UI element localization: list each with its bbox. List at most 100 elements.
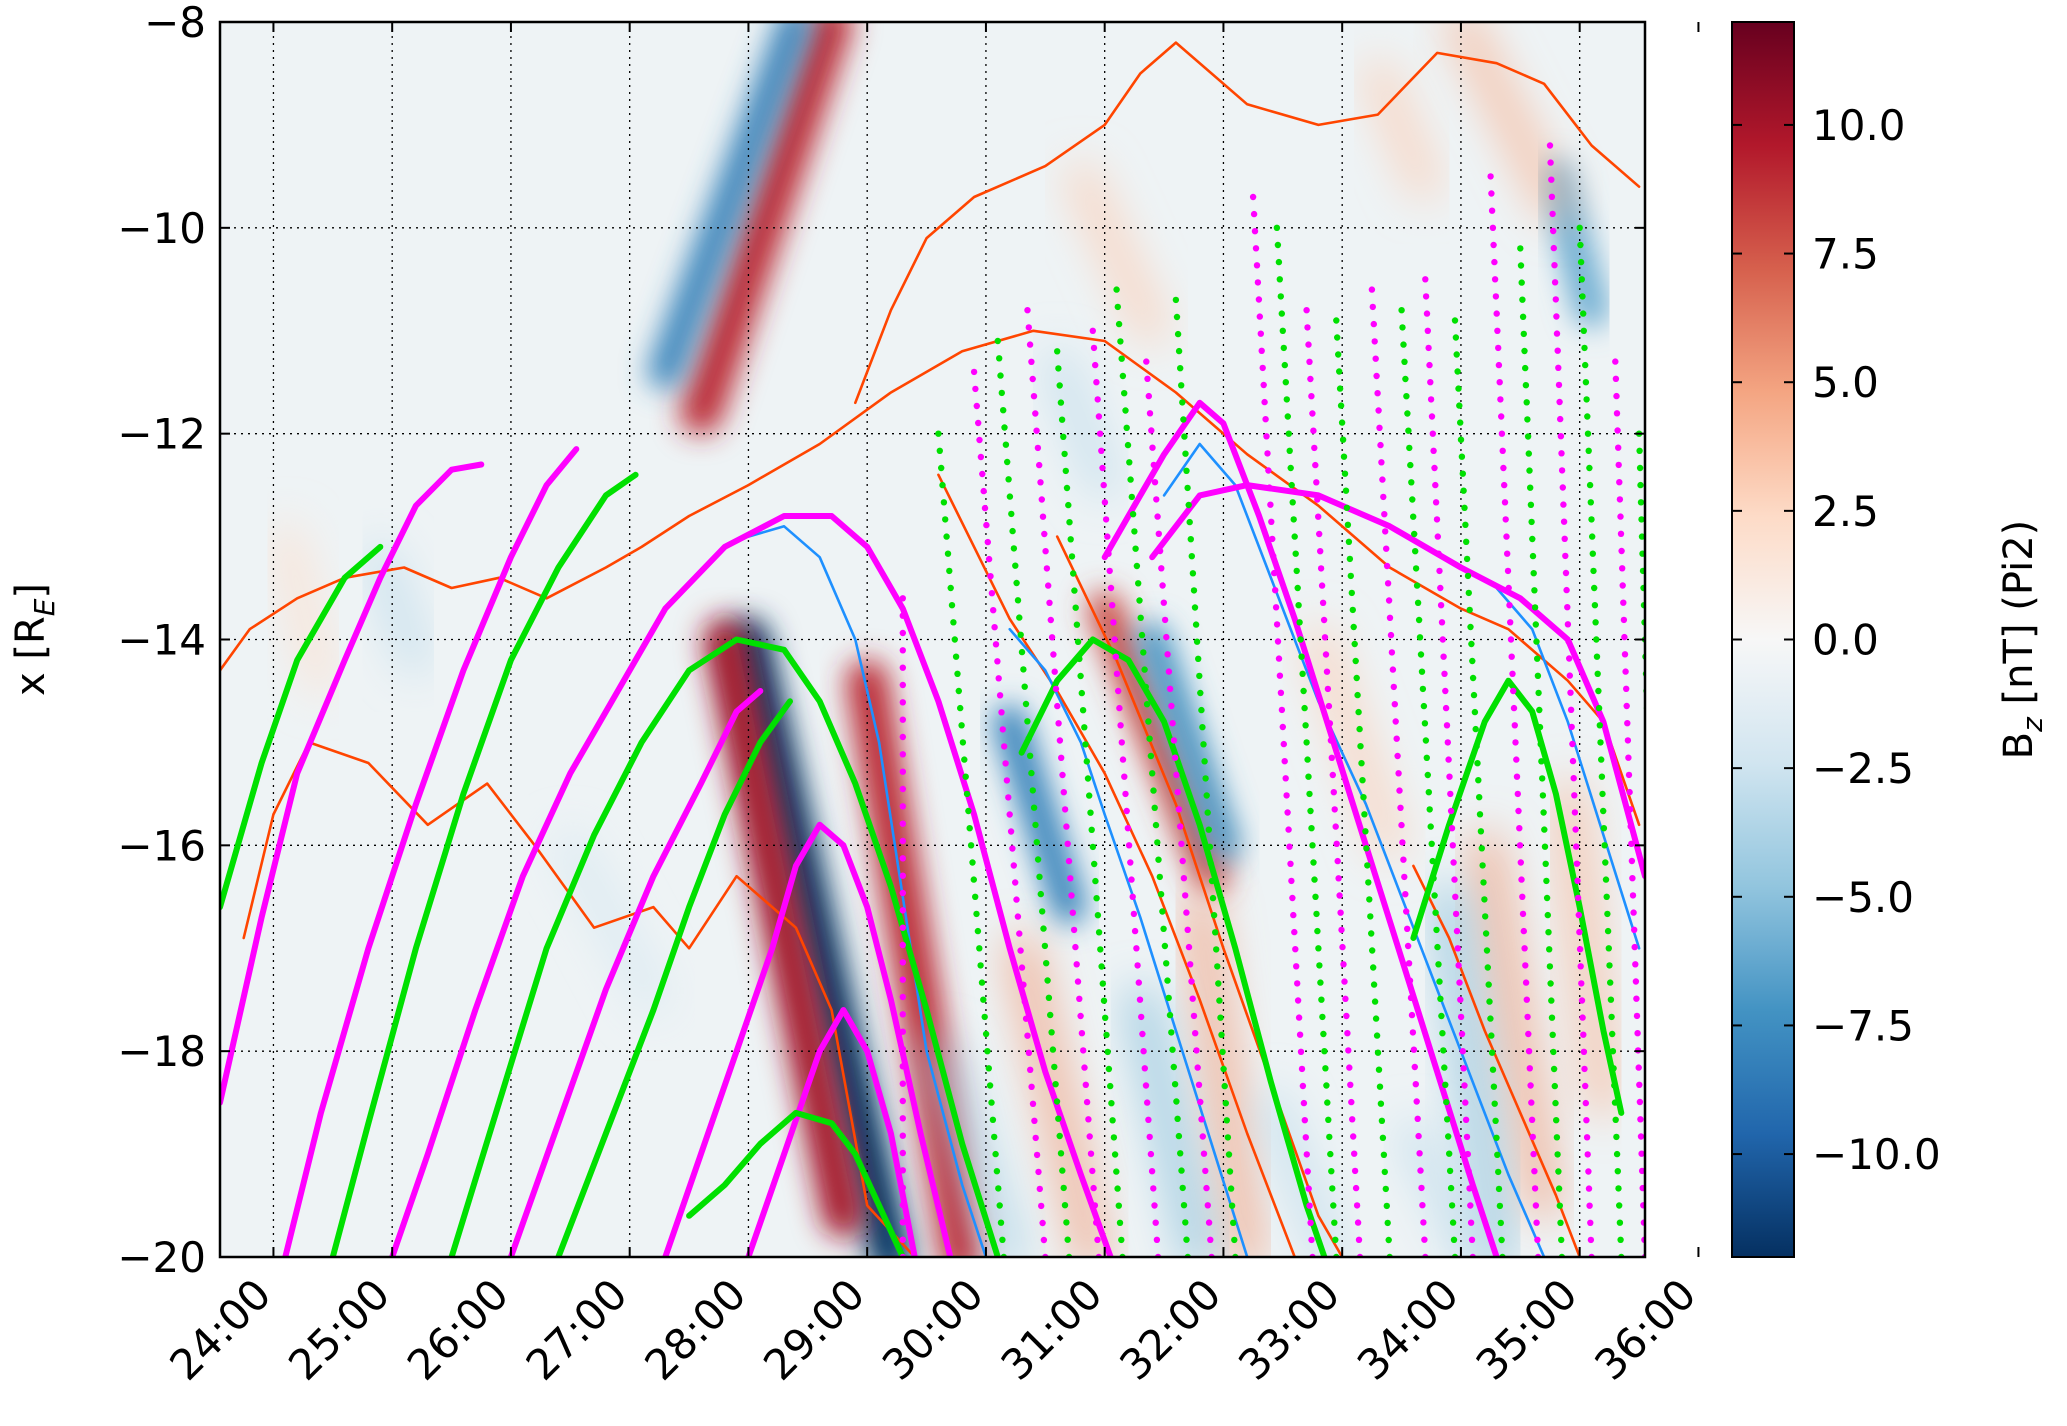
trace-dot — [1426, 361, 1433, 369]
trace-dot — [1101, 499, 1109, 506]
trace-dot — [1384, 1219, 1391, 1227]
trace-dot — [1636, 464, 1644, 472]
trace-dot — [1192, 621, 1200, 628]
trace-dot — [1496, 379, 1503, 386]
trace-dot — [1191, 604, 1199, 611]
trace-dot — [1047, 616, 1055, 624]
trace-dot — [1182, 450, 1189, 457]
trace-dot — [1143, 701, 1151, 708]
trace-dot — [1014, 913, 1022, 920]
trace-dot — [1259, 364, 1266, 372]
trace-dot — [1373, 372, 1380, 380]
trace-dot — [1433, 926, 1440, 934]
trace-dot — [1290, 516, 1297, 523]
trace-dot — [1066, 519, 1073, 526]
trace-dot — [1306, 790, 1313, 798]
trace-dot — [1358, 760, 1365, 767]
trace-dot — [988, 1099, 995, 1106]
trace-dot — [1285, 430, 1293, 437]
trace-dot — [1287, 860, 1294, 867]
trace-dot — [1519, 313, 1527, 320]
trace-dot — [973, 910, 980, 918]
trace-dot — [1342, 995, 1349, 1002]
trace-dot — [1294, 997, 1302, 1004]
trace-dot — [1653, 1014, 1659, 1020]
trace-dot — [1560, 518, 1568, 525]
trace-dot — [990, 607, 997, 614]
trace-dot — [1127, 476, 1134, 483]
trace-dot — [1599, 790, 1606, 798]
trace-dot — [1405, 427, 1412, 434]
trace-dot — [1281, 758, 1288, 765]
trace-dot — [1455, 385, 1462, 392]
trace-dot — [1557, 1219, 1564, 1227]
trace-dot — [1190, 1012, 1198, 1020]
trace-dot — [1620, 599, 1627, 606]
trace-dot — [1016, 614, 1023, 621]
trace-dot — [1371, 998, 1379, 1005]
trace-dot — [1521, 945, 1528, 952]
trace-dot — [1055, 365, 1062, 372]
trace-dot — [1363, 845, 1370, 852]
trace-dot — [1475, 777, 1482, 784]
trace-dot — [1334, 334, 1341, 341]
trace-dot — [1197, 1098, 1204, 1106]
trace-dot — [1432, 499, 1440, 506]
trace-dot — [1413, 582, 1421, 589]
trace-dot — [1295, 602, 1302, 609]
trace-dot — [1345, 538, 1353, 545]
trace-dot — [1406, 977, 1414, 984]
trace-dot — [1456, 979, 1463, 986]
trace-dot — [1352, 1184, 1360, 1192]
trace-dot — [1325, 1116, 1332, 1124]
trace-dot — [1198, 1116, 1205, 1123]
trace-dot — [1381, 1168, 1389, 1176]
trace-dot — [1376, 424, 1383, 431]
trace-dot — [1161, 942, 1169, 950]
trace-dot — [1530, 570, 1537, 577]
trace-dot — [1324, 1099, 1331, 1106]
trace-dot — [1369, 303, 1377, 311]
trace-dot — [1550, 1048, 1557, 1056]
trace-dot — [1524, 433, 1532, 440]
trace-dot — [1045, 994, 1053, 1001]
trace-dot — [1308, 393, 1315, 400]
trace-dot — [1110, 619, 1117, 626]
trace-dot — [1527, 1082, 1534, 1089]
trace-dot — [1395, 770, 1402, 777]
trace-dot — [1595, 704, 1603, 712]
trace-dot — [1029, 375, 1036, 383]
trace-dot — [1078, 689, 1086, 697]
trace-dot — [1314, 927, 1321, 935]
trace-dot — [994, 658, 1001, 665]
trace-dot — [1401, 873, 1408, 881]
trace-dot — [899, 889, 906, 897]
trace-dot — [1549, 1031, 1556, 1039]
trace-dot — [1438, 619, 1446, 626]
trace-dot — [1344, 1030, 1351, 1037]
trace-dot — [1604, 927, 1612, 935]
trace-dot — [1627, 806, 1634, 813]
trace-dot — [1422, 276, 1429, 283]
trace-dot — [1142, 1082, 1150, 1089]
trace-dot — [1315, 513, 1322, 520]
dotted-trace — [1113, 286, 1191, 1257]
trace-dot — [1190, 587, 1198, 594]
trace-dot — [1144, 375, 1151, 382]
trace-line — [662, 821, 954, 1257]
trace-dot — [1546, 142, 1554, 149]
trace-dot — [1047, 1011, 1054, 1019]
trace-dot — [1580, 327, 1588, 334]
trace-dot — [1560, 501, 1567, 508]
trace-dot — [1073, 961, 1080, 968]
trace-dot — [1627, 823, 1634, 830]
trace-line — [1149, 482, 1645, 880]
trace-dot — [1209, 894, 1217, 902]
trace-dot — [1199, 724, 1206, 731]
trace-dot — [1615, 461, 1622, 469]
trace-dot — [1639, 550, 1645, 557]
trace-dot — [1376, 1083, 1384, 1090]
trace-dot — [1336, 892, 1343, 899]
trace-dot — [1337, 402, 1345, 409]
trace-dot — [1429, 857, 1436, 865]
